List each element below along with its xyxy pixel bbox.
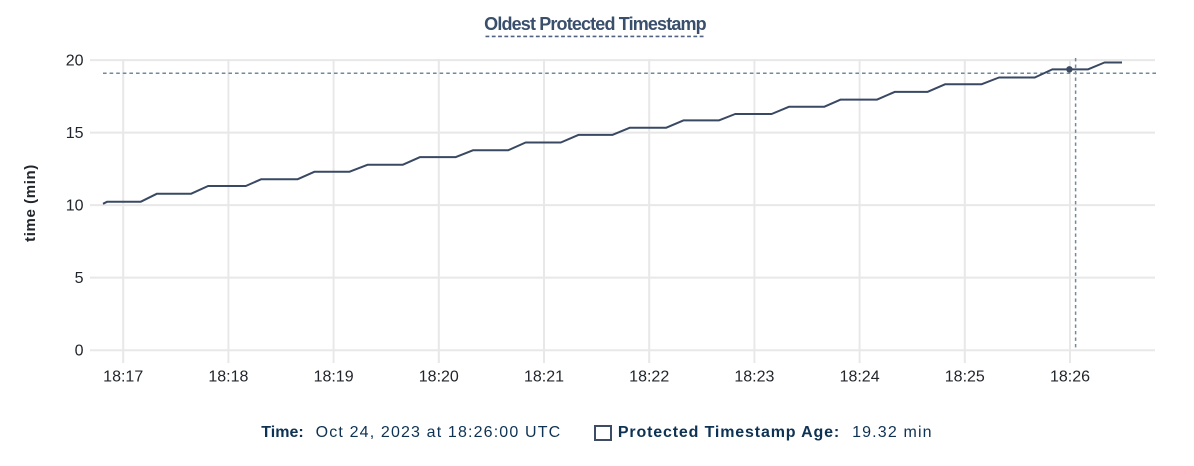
- svg-text:20: 20: [66, 53, 84, 70]
- svg-text:18:20: 18:20: [419, 368, 459, 385]
- svg-text:18:18: 18:18: [208, 368, 248, 385]
- svg-text:18:25: 18:25: [945, 368, 985, 385]
- svg-text:18:21: 18:21: [524, 368, 564, 385]
- svg-text:5: 5: [75, 270, 84, 287]
- svg-text:18:23: 18:23: [734, 368, 774, 385]
- svg-text:18:26: 18:26: [1050, 368, 1090, 385]
- svg-text:18:17: 18:17: [103, 368, 143, 385]
- svg-text:15: 15: [66, 125, 84, 142]
- svg-text:time (min): time (min): [22, 164, 39, 242]
- svg-text:18:22: 18:22: [629, 368, 669, 385]
- svg-text:18:19: 18:19: [314, 368, 354, 385]
- svg-text:18:24: 18:24: [840, 368, 880, 385]
- svg-text:10: 10: [66, 198, 84, 215]
- svg-text:0: 0: [75, 343, 84, 360]
